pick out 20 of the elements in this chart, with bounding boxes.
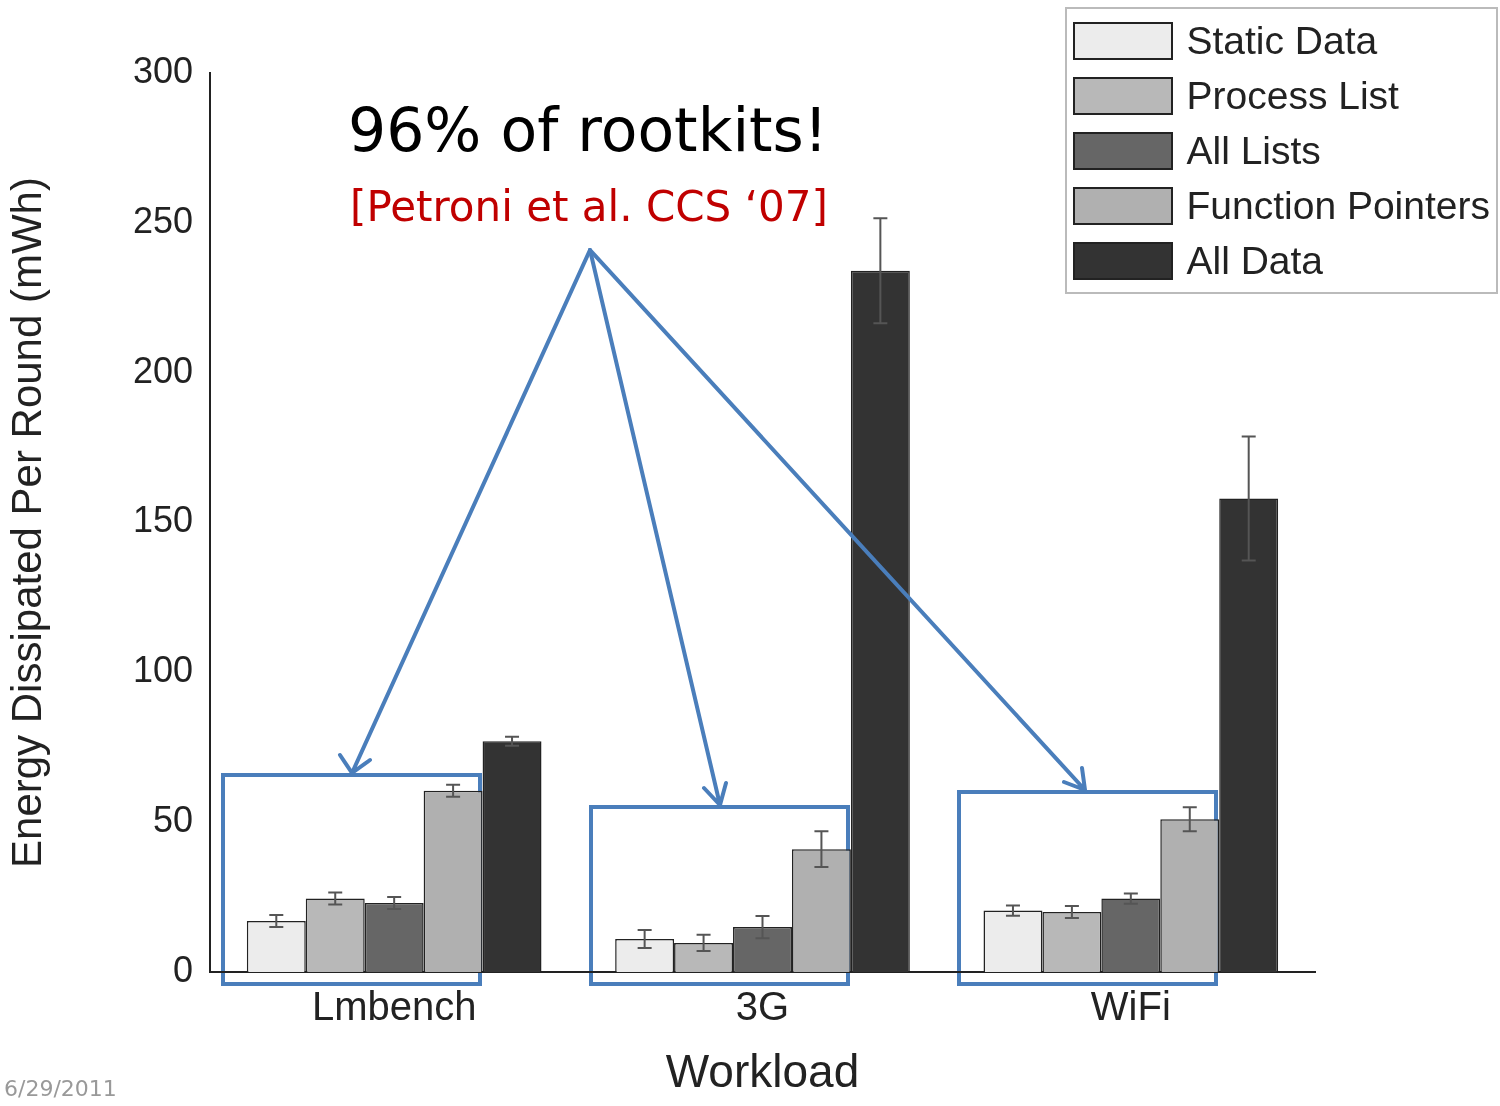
legend-label: All Lists: [1186, 128, 1321, 173]
legend-label: All Data: [1186, 238, 1324, 283]
annotation: [Petroni et al. CCS ‘07]: [350, 182, 828, 231]
y-tick-label: 300: [132, 49, 193, 91]
x-tick-label: 3G: [735, 984, 790, 1029]
x-tick-label: WiFi: [1090, 984, 1171, 1029]
legend-label: Function Pointers: [1186, 183, 1490, 228]
legend-label: Static Data: [1186, 18, 1378, 63]
legend-label: Process List: [1186, 73, 1399, 118]
y-axis-title: Energy Dissipated Per Round (mWh): [2, 177, 50, 868]
y-tick-label: 50: [152, 799, 193, 841]
y-tick-label: 200: [132, 349, 193, 391]
text: 6/29/2011: [4, 1076, 117, 1101]
y-tick-label: 0: [172, 948, 193, 990]
x-tick-label: Lmbench: [311, 984, 477, 1029]
y-tick-label: 250: [132, 199, 193, 241]
y-tick-label: 100: [132, 649, 193, 691]
y-tick-label: 150: [132, 499, 193, 541]
x-axis-title: Workload: [665, 1045, 860, 1098]
annotation: 96% of rootkits!: [348, 95, 828, 165]
